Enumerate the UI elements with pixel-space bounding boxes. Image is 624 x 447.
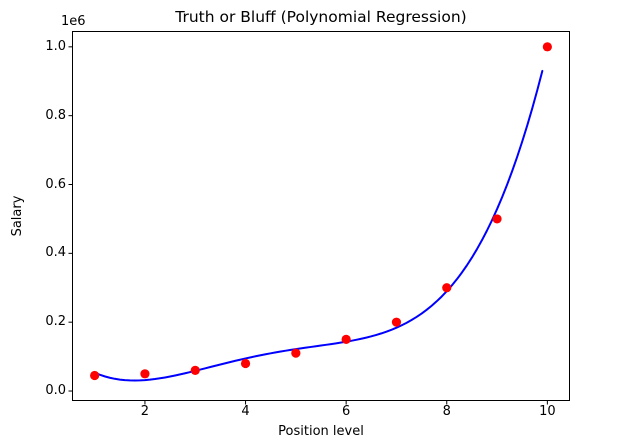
x-tick-label: 8: [442, 404, 451, 419]
scatter-point: [90, 370, 100, 381]
x-tick-label: 2: [140, 404, 150, 419]
scatter-point: [240, 358, 251, 369]
scatter-point: [291, 348, 301, 358]
scatter-point: [341, 334, 351, 344]
chart-title: Truth or Bluff (Polynomial Regression): [175, 8, 467, 26]
x-tick-label: 4: [241, 404, 250, 419]
regression-line: [93, 69, 544, 382]
scatter-point: [442, 283, 452, 293]
plot-border: [72, 31, 570, 401]
y-axis-offset-text: 1e6: [61, 14, 86, 29]
y-tick-label: 0.2: [45, 314, 66, 330]
y-tick-label: 0.8: [45, 107, 66, 123]
y-tick-label: 0.4: [45, 245, 66, 261]
scatter-point: [140, 369, 150, 379]
scatter-point: [190, 365, 200, 375]
y-tick-label: 0.0: [45, 383, 66, 399]
y-tick-label: 1.0: [45, 38, 66, 54]
x-axis-label: Position level: [278, 424, 364, 439]
scatter-point: [391, 317, 402, 327]
y-tick-label: 0.6: [45, 176, 66, 192]
scatter-point: [492, 214, 502, 224]
plot-area: [68, 31, 570, 405]
scatter-point: [542, 42, 552, 52]
x-tick-label: 10: [539, 404, 556, 419]
x-tick-label: 6: [342, 404, 351, 419]
